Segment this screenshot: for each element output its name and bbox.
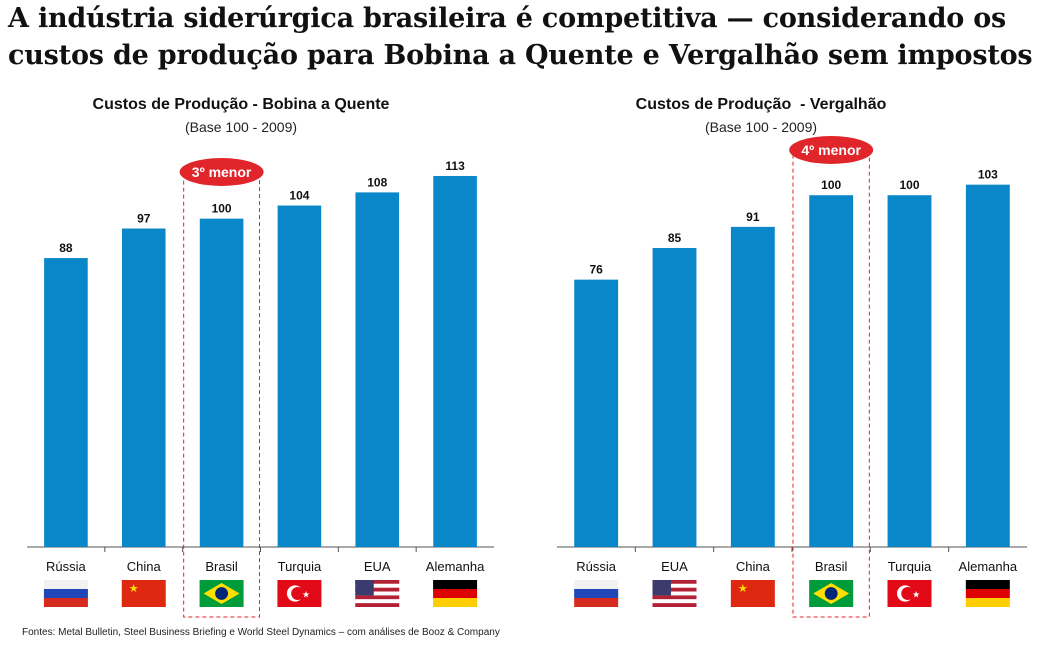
value-label-china: 97	[137, 212, 151, 226]
svg-text:★: ★	[912, 590, 920, 600]
chart-subtitle: (Base 100 - 2009)	[185, 119, 297, 135]
highlight-badge-label: 4º menor	[801, 142, 861, 158]
category-label-turquia: Turquia	[888, 559, 932, 574]
usa-flag	[652, 580, 697, 607]
category-label-china: China	[736, 559, 771, 574]
bar-turquia	[277, 205, 322, 547]
svg-text:★: ★	[302, 590, 310, 600]
germany-flag	[965, 580, 1010, 607]
chart-title: Custos de Produção - Bobina a Quente	[93, 96, 390, 113]
bar-brasil	[809, 195, 854, 547]
category-label-eua: EUA	[661, 559, 688, 574]
chart-2-content: Custos de Produção - Vergalhão (Base 100 …	[557, 96, 1027, 618]
value-label-eua: 108	[367, 175, 387, 189]
value-label-turquia: 100	[899, 178, 919, 192]
value-label-eua: 85	[668, 231, 682, 245]
bar-brasil	[199, 218, 244, 547]
category-label-brasil: Brasil	[815, 559, 848, 574]
highlight-badge	[179, 158, 264, 186]
bar-russia	[44, 258, 88, 547]
chart-vergalhao: Custos de Produção - Vergalhão (Base 100 …	[557, 96, 1027, 618]
bar-russia	[574, 279, 619, 547]
germany-flag	[433, 580, 478, 607]
usa-flag	[355, 580, 400, 607]
chart-bobina-a-quente: Custos de Produção - Bobina a Quente (Bas…	[27, 96, 494, 618]
value-label-alemanha: 113	[445, 159, 465, 173]
value-label-russia: 76	[589, 263, 603, 277]
turkey-flag: ★	[887, 580, 932, 607]
svg-text:★: ★	[129, 582, 139, 595]
headline-line-2: custos de produção para Bobina a Quente …	[8, 40, 1033, 71]
category-label-eua: EUA	[364, 559, 391, 574]
category-label-turquia: Turquia	[278, 559, 322, 574]
bar-alemanha	[965, 184, 1010, 547]
category-label-alemanha: Alemanha	[426, 559, 485, 574]
category-label-russia: Rússia	[46, 559, 87, 574]
value-label-turquia: 104	[289, 189, 309, 203]
headline: A indústria siderúrgica brasileira é com…	[8, 0, 1038, 74]
svg-text:★: ★	[738, 582, 748, 595]
category-label-brasil: Brasil	[205, 559, 238, 574]
china-flag: ★	[121, 580, 166, 607]
value-label-brasil: 100	[821, 178, 841, 192]
turkey-flag: ★	[277, 580, 322, 607]
source-note: Fontes: Metal Bulletin, Steel Business B…	[22, 627, 500, 638]
highlight-badge-label: 3º menor	[192, 164, 252, 180]
russia-flag	[574, 580, 619, 607]
russia-flag	[43, 580, 88, 607]
bar-eua	[355, 192, 400, 547]
bar-china	[121, 228, 166, 547]
value-label-china: 91	[746, 210, 760, 224]
bar-eua	[652, 247, 697, 547]
category-label-russia: Rússia	[576, 559, 617, 574]
category-label-china: China	[127, 559, 162, 574]
value-label-alemanha: 103	[978, 168, 998, 182]
bar-turquia	[887, 195, 932, 547]
brazil-flag	[199, 580, 244, 607]
chart-title: Custos de Produção - Vergalhão	[636, 96, 887, 113]
china-flag: ★	[730, 580, 775, 607]
bar-alemanha	[433, 175, 477, 547]
value-label-brasil: 100	[212, 202, 232, 216]
brazil-flag	[809, 580, 854, 607]
category-label-alemanha: Alemanha	[959, 559, 1018, 574]
headline-line-1: A indústria siderúrgica brasileira é com…	[8, 3, 1007, 34]
chart-subtitle: (Base 100 - 2009)	[705, 119, 817, 135]
bar-china	[730, 226, 775, 547]
chart-1-content: Custos de Produção - Bobina a Quente (Bas…	[27, 96, 494, 618]
value-label-russia: 88	[59, 241, 73, 255]
highlight-badge	[789, 136, 874, 164]
